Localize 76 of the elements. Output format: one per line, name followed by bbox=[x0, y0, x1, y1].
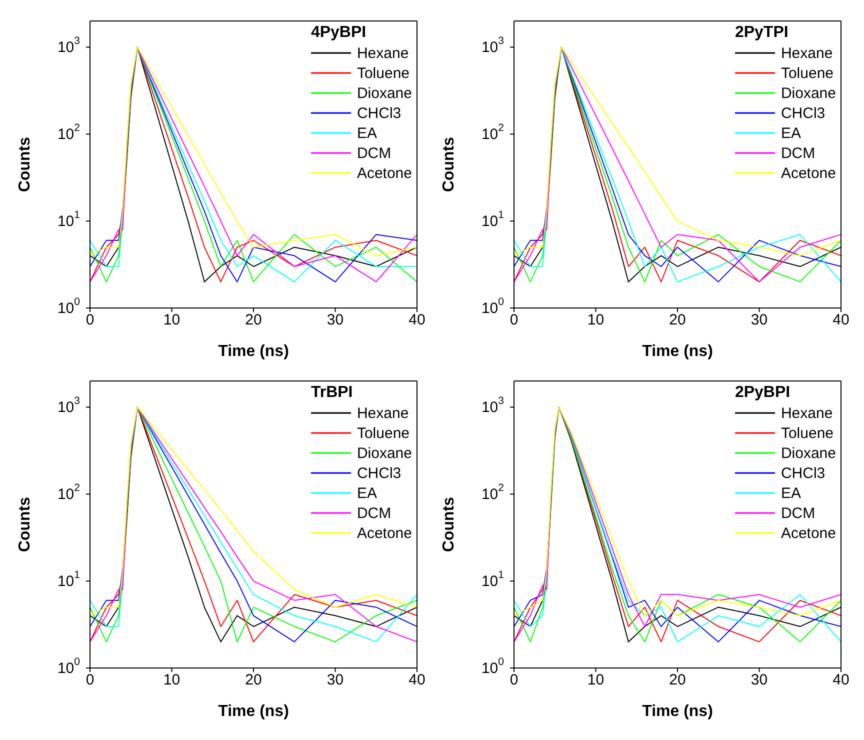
legend-label: Toluene bbox=[780, 424, 834, 442]
x-tick-label: 20 bbox=[245, 672, 262, 689]
legend-label: EA bbox=[356, 484, 377, 502]
legend-label: EA bbox=[780, 124, 801, 142]
legend-label: Toluene bbox=[780, 64, 834, 82]
y-axis-title: Counts bbox=[16, 496, 34, 552]
legend-label: Hexane bbox=[356, 404, 409, 422]
legend-label: Dioxane bbox=[356, 444, 412, 462]
y-tick-label: 10$^{3}$ bbox=[481, 395, 504, 416]
legend-label: Hexane bbox=[780, 404, 833, 422]
legend-label: Toluene bbox=[356, 64, 410, 82]
legend-title: 2PyBPI bbox=[734, 384, 792, 402]
x-tick-label: 40 bbox=[832, 312, 850, 329]
y-axis-title: Counts bbox=[440, 136, 458, 192]
y-tick-label: 10$^{1}$ bbox=[481, 209, 504, 230]
x-tick-label: 0 bbox=[86, 312, 94, 329]
x-axis-title: Time (ns) bbox=[642, 703, 713, 720]
x-axis-title: Time (ns) bbox=[642, 343, 713, 360]
x-tick-label: 20 bbox=[669, 312, 686, 329]
y-tick-label: 10$^{0}$ bbox=[57, 656, 80, 676]
y-tick-label: 10$^{0}$ bbox=[481, 656, 504, 676]
legend-title: TrBPI bbox=[310, 384, 354, 402]
x-axis-title: Time (ns) bbox=[218, 703, 289, 720]
y-tick-label: 10$^{1}$ bbox=[57, 209, 80, 230]
x-tick-label: 40 bbox=[408, 312, 426, 329]
y-tick-label: 10$^{3}$ bbox=[481, 35, 504, 56]
x-axis-title: Time (ns) bbox=[218, 343, 289, 360]
x-tick-label: 0 bbox=[510, 312, 518, 329]
y-tick-label: 10$^{2}$ bbox=[481, 482, 504, 503]
legend-title: 4PyBPI bbox=[310, 24, 368, 42]
y-tick-label: 10$^{2}$ bbox=[57, 122, 80, 143]
x-tick-label: 10 bbox=[163, 312, 180, 329]
legend-label: Hexane bbox=[780, 44, 833, 62]
y-axis-title: Counts bbox=[16, 136, 34, 192]
x-tick-label: 30 bbox=[326, 312, 344, 329]
legend-label: Acetone bbox=[780, 524, 836, 542]
x-tick-label: 10 bbox=[587, 312, 604, 329]
legend-label: CHCl3 bbox=[356, 104, 402, 122]
legend-label: EA bbox=[780, 484, 801, 502]
x-tick-label: 30 bbox=[750, 312, 768, 329]
legend-label: Dioxane bbox=[356, 84, 412, 102]
x-tick-label: 10 bbox=[587, 672, 604, 689]
legend-label: EA bbox=[356, 124, 377, 142]
y-tick-label: 10$^{1}$ bbox=[481, 569, 504, 590]
y-tick-label: 10$^{3}$ bbox=[57, 395, 80, 416]
legend-label: CHCl3 bbox=[356, 464, 402, 482]
y-tick-label: 10$^{1}$ bbox=[57, 569, 80, 590]
legend-label: CHCl3 bbox=[780, 104, 826, 122]
legend-label: Dioxane bbox=[780, 84, 836, 102]
x-tick-label: 30 bbox=[326, 672, 344, 689]
x-tick-label: 20 bbox=[245, 312, 262, 329]
y-tick-label: 10$^{0}$ bbox=[481, 296, 504, 316]
y-tick-label: 10$^{2}$ bbox=[481, 122, 504, 143]
legend-label: CHCl3 bbox=[780, 464, 826, 482]
y-tick-label: 10$^{2}$ bbox=[57, 482, 80, 503]
y-tick-label: 10$^{0}$ bbox=[57, 296, 80, 316]
legend-label: DCM bbox=[356, 504, 392, 522]
legend-label: DCM bbox=[356, 144, 392, 162]
legend-label: Toluene bbox=[356, 424, 410, 442]
legend-label: DCM bbox=[780, 144, 816, 162]
legend-label: Acetone bbox=[356, 164, 412, 182]
legend-title: 2PyTPI bbox=[734, 24, 790, 42]
x-tick-label: 0 bbox=[510, 672, 518, 689]
x-tick-label: 10 bbox=[163, 672, 180, 689]
legend-label: Dioxane bbox=[780, 444, 836, 462]
y-tick-label: 10$^{3}$ bbox=[57, 35, 80, 56]
x-tick-label: 20 bbox=[669, 672, 686, 689]
x-tick-label: 40 bbox=[408, 672, 426, 689]
legend-label: Hexane bbox=[356, 44, 409, 62]
x-tick-label: 0 bbox=[86, 672, 94, 689]
legend-label: DCM bbox=[780, 504, 816, 522]
x-tick-label: 30 bbox=[750, 672, 768, 689]
legend-label: Acetone bbox=[780, 164, 836, 182]
y-axis-title: Counts bbox=[440, 496, 458, 552]
x-tick-label: 40 bbox=[832, 672, 850, 689]
legend-label: Acetone bbox=[356, 524, 412, 542]
